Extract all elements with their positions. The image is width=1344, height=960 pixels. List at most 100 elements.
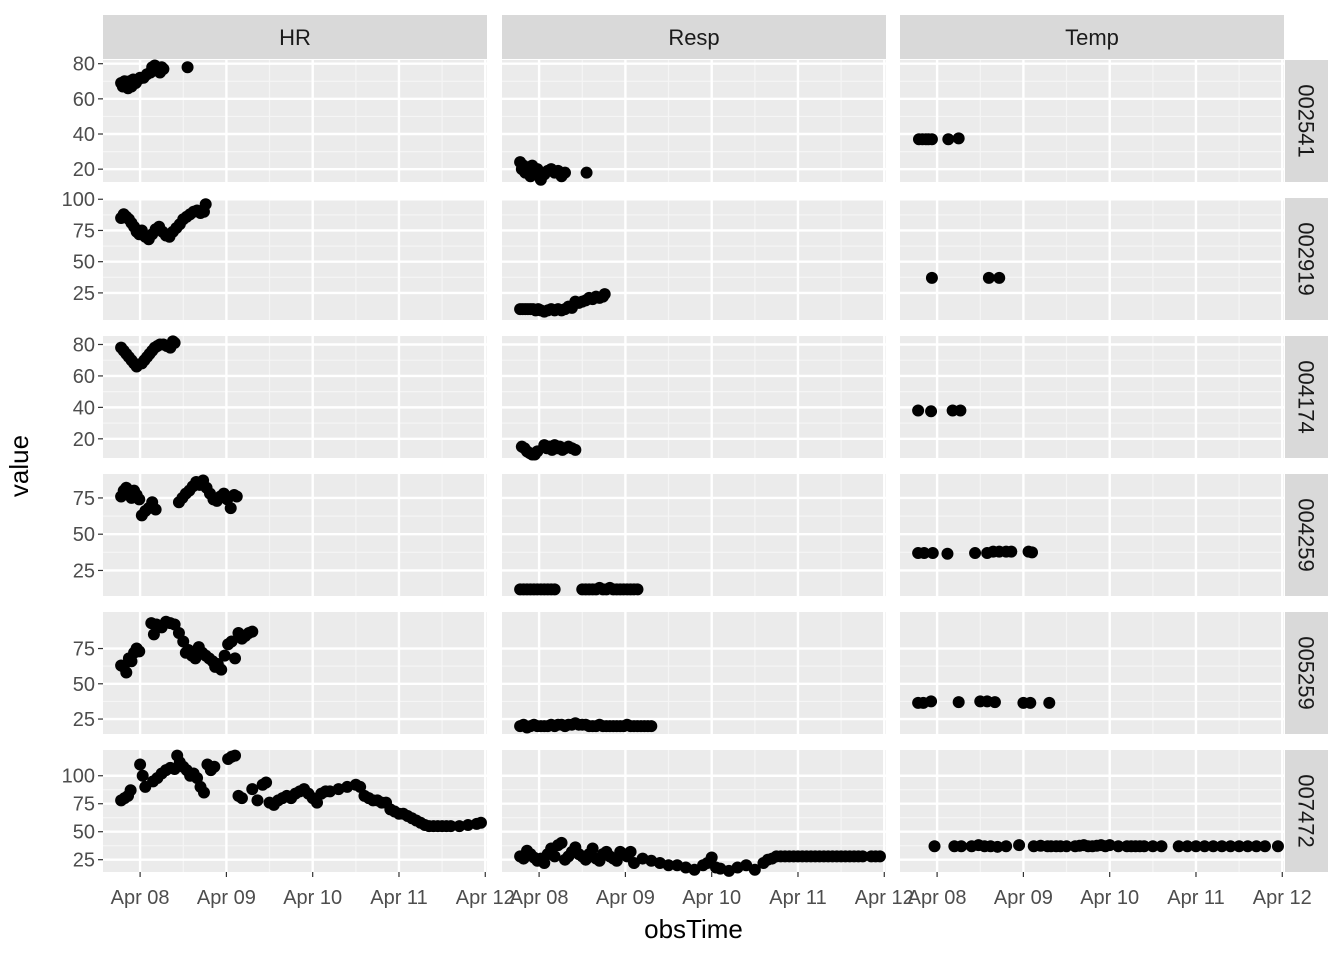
y-tick-label: 50: [73, 674, 95, 696]
y-tick-label: 50: [73, 822, 95, 844]
data-point: [133, 493, 146, 506]
strip-row-004259: [1285, 474, 1328, 596]
data-point: [230, 490, 243, 503]
data-point: [311, 796, 324, 809]
data-point: [1026, 546, 1039, 559]
strip-row-004174: [1285, 336, 1328, 458]
panel-temp-002919: [900, 198, 1284, 320]
data-point: [260, 776, 273, 789]
data-point: [586, 842, 599, 855]
data-point: [1224, 840, 1237, 853]
panel-resp-004259: [502, 474, 886, 596]
facet-strips: HR Resp Temp 002541 002919 004174 004259 005259…: [103, 15, 1328, 872]
data-point: [124, 784, 137, 797]
x-tick-label: Apr 09: [197, 887, 256, 909]
data-point: [1259, 840, 1272, 853]
data-point: [197, 786, 210, 799]
data-point: [136, 769, 149, 782]
strip-label-hr: HR: [279, 25, 311, 50]
x-tick-label: Apr 08: [908, 887, 967, 909]
data-point: [991, 840, 1004, 853]
data-point: [952, 696, 965, 709]
data-point: [856, 850, 869, 863]
data-point: [1155, 840, 1168, 853]
data-point: [993, 271, 1006, 284]
panel-hr-004259: [103, 474, 487, 596]
strip-hr: [103, 15, 487, 59]
x-tick-label: Apr 12: [855, 887, 914, 909]
panel-resp-004174: [502, 336, 886, 461]
y-tick-label: 80: [73, 54, 95, 76]
y-tick-label: 100: [62, 189, 95, 211]
data-point: [942, 133, 955, 146]
y-tick-label: 20: [73, 429, 95, 451]
strip-row-007472: [1285, 750, 1328, 872]
x-axis-title: obsTime: [644, 914, 743, 944]
data-point: [598, 288, 611, 301]
strip-resp: [502, 15, 886, 59]
data-point: [928, 840, 941, 853]
data-point: [569, 443, 582, 456]
x-tick-label: Apr 09: [994, 887, 1053, 909]
data-point: [147, 628, 160, 641]
panel-resp-007472: [502, 750, 886, 877]
y-tick-label: 25: [73, 850, 95, 872]
data-point: [1172, 840, 1185, 853]
data-point: [1060, 840, 1073, 853]
panel-background: [900, 750, 1284, 872]
panel-background: [103, 612, 487, 734]
data-point: [631, 583, 644, 596]
data-point: [208, 760, 221, 773]
y-tick-label: 60: [73, 366, 95, 388]
data-point: [624, 845, 637, 858]
strip-label-row: 007472: [1294, 774, 1319, 847]
data-point: [1215, 840, 1228, 853]
data-point: [1271, 840, 1284, 853]
x-tick-label: Apr 12: [456, 887, 515, 909]
data-point: [918, 547, 931, 560]
panel-background: [502, 612, 886, 734]
data-point: [1000, 840, 1013, 853]
data-point: [1241, 840, 1254, 853]
data-point: [580, 166, 593, 179]
data-point: [1198, 840, 1211, 853]
data-point: [1005, 545, 1018, 558]
data-point: [134, 758, 147, 771]
data-point: [229, 749, 242, 762]
strip-label-row: 005259: [1294, 636, 1319, 709]
y-tick-label: 75: [73, 639, 95, 661]
panel-background: [502, 60, 886, 182]
data-point: [474, 816, 487, 829]
panel-temp-002541: [900, 60, 1284, 182]
data-point: [229, 652, 242, 665]
panel-resp-002541: [502, 60, 886, 186]
x-tick-label: Apr 11: [370, 887, 427, 909]
panel-temp-004259: [900, 474, 1284, 596]
y-tick-label: 50: [73, 252, 95, 274]
data-point: [1233, 840, 1246, 853]
data-point: [748, 863, 761, 876]
data-point: [168, 336, 181, 349]
y-tick-label: 40: [73, 124, 95, 146]
data-point: [952, 132, 965, 145]
data-point: [133, 645, 146, 658]
data-point: [925, 695, 938, 708]
data-point: [444, 820, 457, 833]
x-tick-label: Apr 12: [1253, 887, 1312, 909]
y-tick-label: 25: [73, 709, 95, 731]
panel-background: [502, 198, 886, 320]
panel-resp-005259: [502, 612, 886, 734]
strip-label-row: 004259: [1294, 498, 1319, 571]
data-point: [235, 792, 248, 805]
data-point: [555, 836, 568, 849]
data-point: [215, 663, 228, 676]
data-point: [925, 271, 938, 284]
strip-label-row: 002541: [1294, 84, 1319, 157]
panel-background: [103, 198, 487, 320]
y-tick-label: 25: [73, 560, 95, 582]
panel-hr-005259: [103, 612, 487, 734]
panel-background: [900, 60, 1284, 182]
y-tick-label: 25: [73, 283, 95, 305]
